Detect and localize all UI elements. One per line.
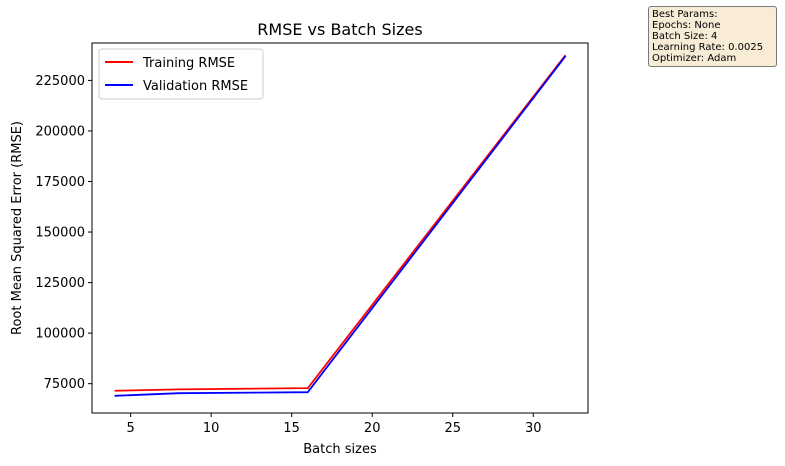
y-tick-label: 150000 [35,226,85,241]
best-params-line: Learning Rate: 0.0025 [652,42,764,53]
validation-rmse-line [114,55,567,397]
best-params-line: Optimizer: Adam [652,53,737,64]
y-tick-label: 225000 [35,74,85,89]
legend-frame [98,48,264,100]
x-tick-label: 20 [364,421,381,436]
y-tick-label: 175000 [35,175,85,190]
y-tick-label: 75000 [44,377,85,392]
chart-title: RMSE vs Batch Sizes [257,20,422,39]
y-tick-label: 200000 [35,124,85,139]
best-params-box: Best Params: Epochs: None Batch Size: 4 … [648,6,777,67]
x-tick-label: 15 [283,421,300,436]
plot-frame [91,42,589,414]
y-axis-label: Root Mean Squared Error (RMSE) [10,121,25,335]
x-tick-label: 5 [127,421,135,436]
x-tick-label: 25 [444,421,461,436]
best-params-line: Best Params: [652,9,718,20]
y-tick-label: 125000 [35,276,85,291]
legend: Training RMSE Validation RMSE [98,48,264,100]
training-rmse-line [114,54,567,392]
best-params-line: Epochs: None [652,20,721,31]
x-tick-label: 30 [525,421,542,436]
legend-label-validation: Validation RMSE [143,79,248,94]
best-params-line: Batch Size: 4 [652,31,718,42]
x-tick-label: 10 [203,421,220,436]
y-tick-label: 100000 [35,327,85,342]
legend-label-training: Training RMSE [142,56,235,71]
x-axis-label: Batch sizes [303,442,377,457]
